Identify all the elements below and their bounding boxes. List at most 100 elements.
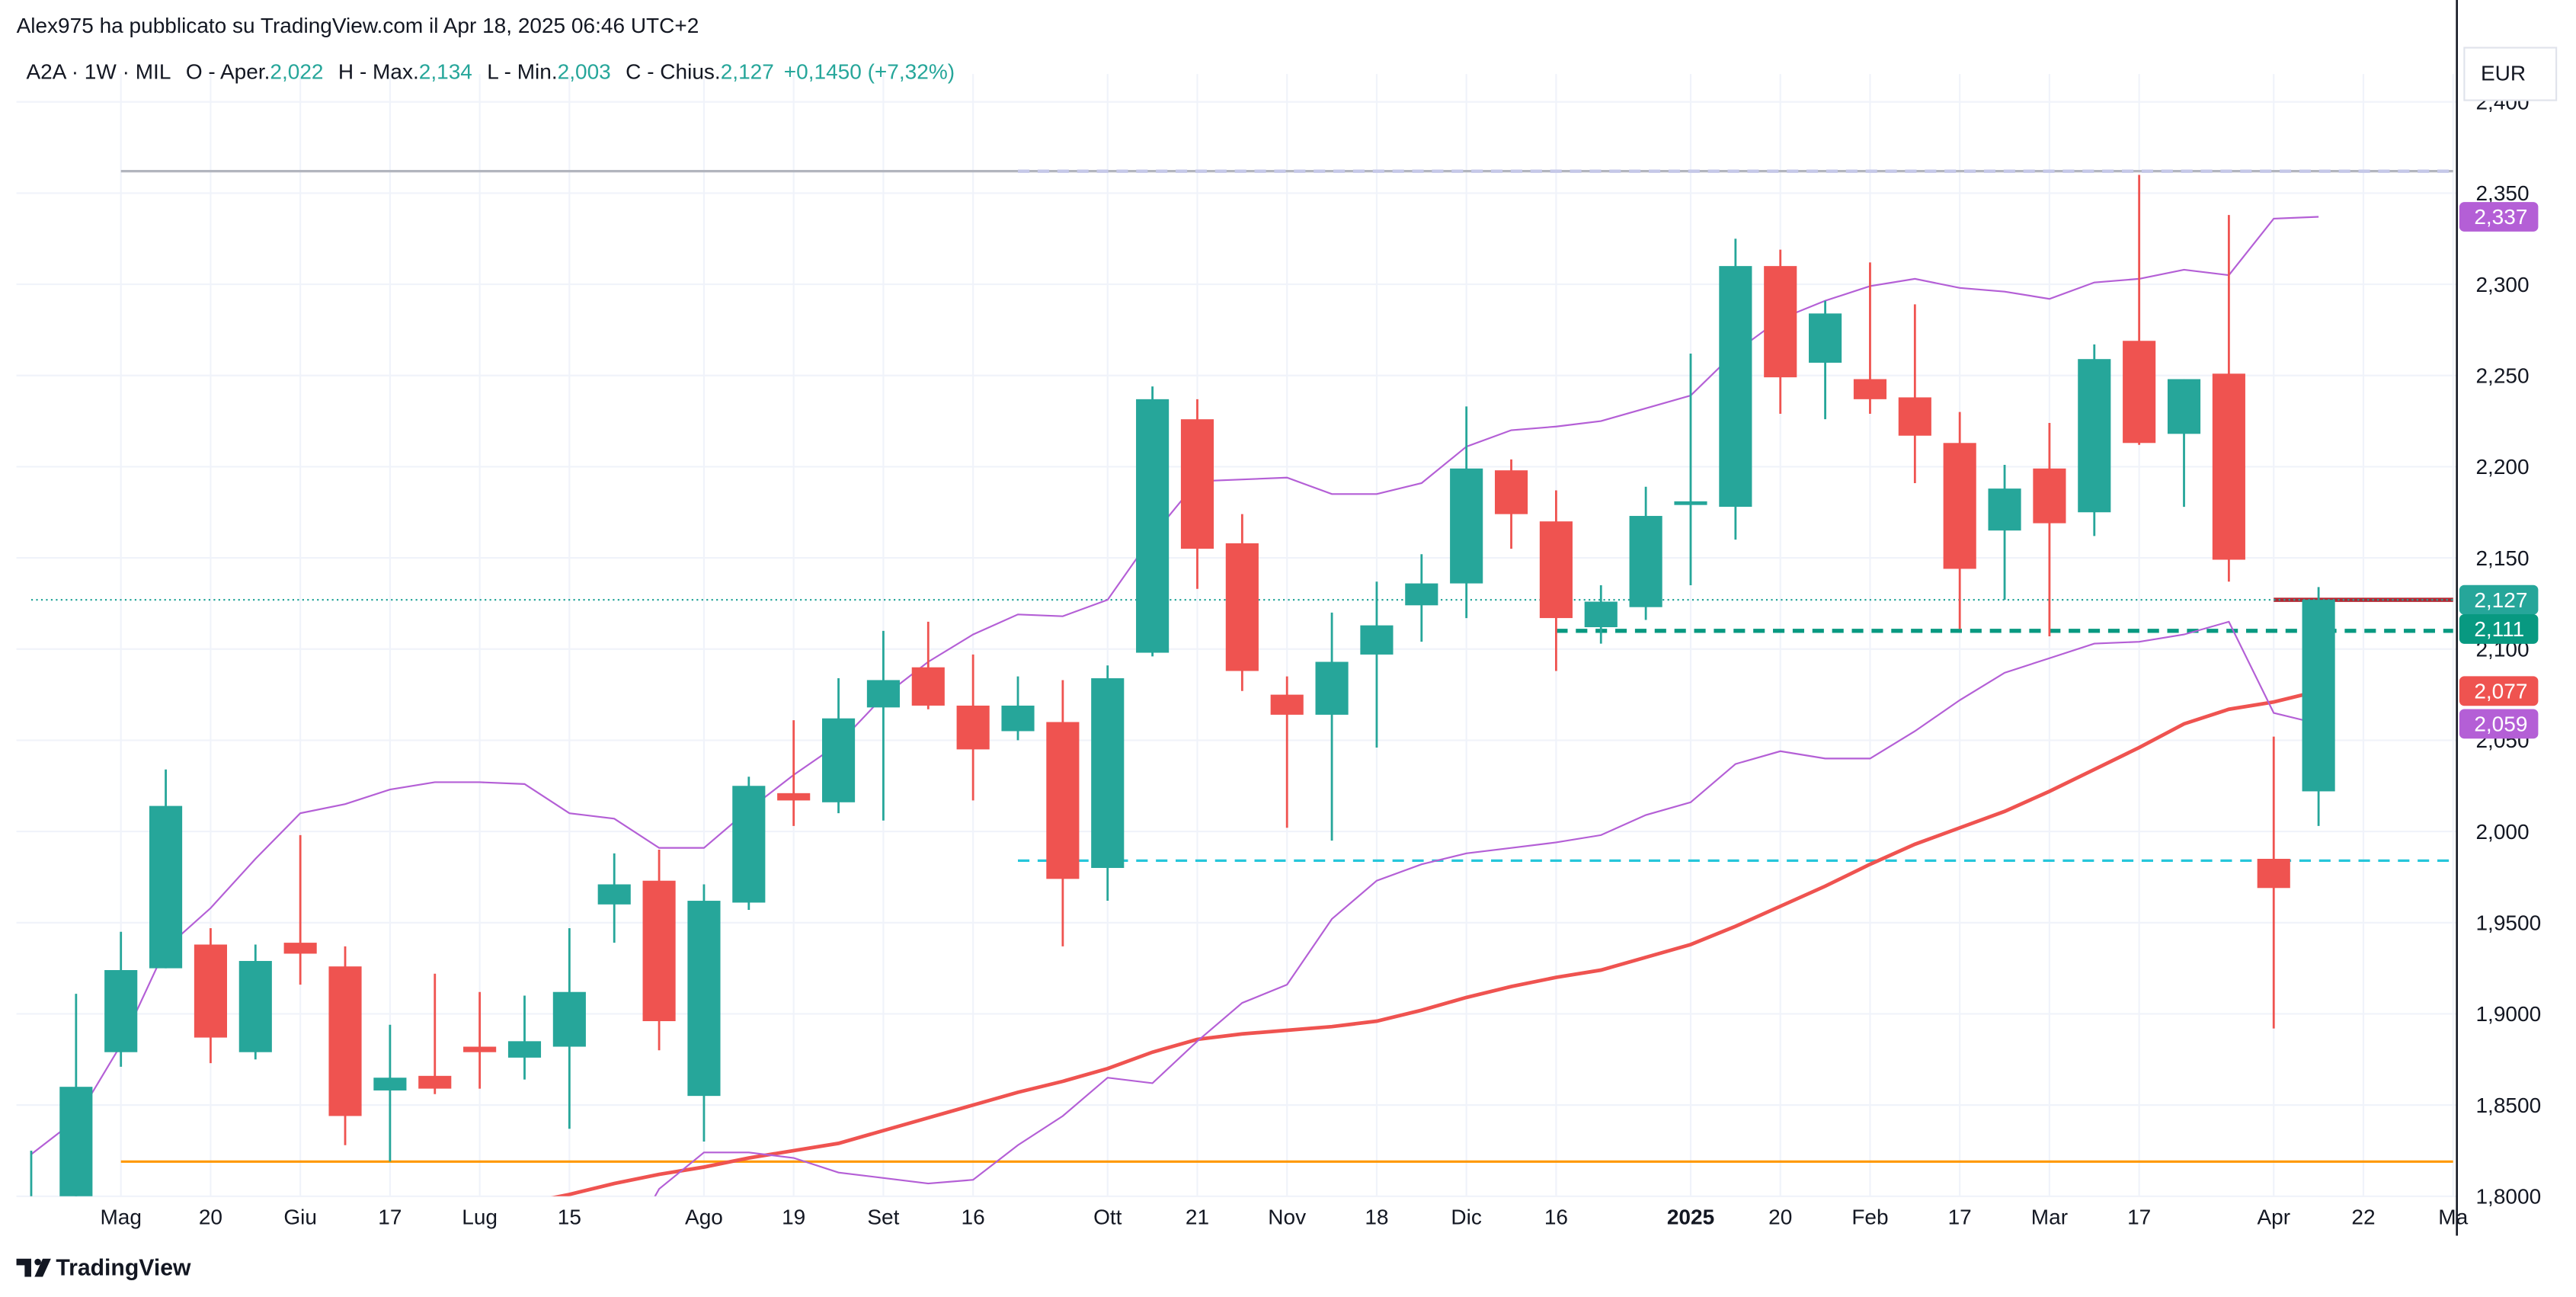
candle-body: [597, 884, 631, 905]
currency-box[interactable]: [2463, 46, 2558, 101]
x-tick-label: Ma: [2438, 1205, 2468, 1228]
header-title: Alex975 ha pubblicato su TradingView.com…: [17, 14, 699, 37]
x-tick-label: 18: [1365, 1205, 1388, 1228]
y-tick-label: 2,000: [2475, 820, 2529, 844]
candle-body: [956, 705, 990, 750]
legend-change: +0,1450 (+7,32%): [784, 60, 955, 84]
legend-close: 2,127: [721, 60, 774, 84]
candle-body: [1180, 419, 1214, 549]
candle-body: [1225, 543, 1259, 671]
x-tick-label: Lug: [462, 1205, 498, 1228]
x-tick-label: 21: [1186, 1205, 1209, 1228]
y-tick-label: 1,8500: [2475, 1094, 2541, 1117]
x-tick-label: 19: [782, 1205, 805, 1228]
price-label-bg: [2459, 709, 2539, 739]
candles: [14, 175, 2335, 1260]
price-label-bg: [2459, 584, 2539, 615]
y-tick-label: 1,8000: [2475, 1184, 2541, 1208]
candle-body: [1270, 694, 1304, 715]
y-tick-label: 2,250: [2475, 363, 2529, 387]
y-tick-label: 2,350: [2475, 181, 2529, 205]
candle-body: [507, 1041, 542, 1058]
candle-body: [1360, 625, 1394, 655]
y-tick-label: 2,200: [2475, 455, 2529, 479]
indicator-line: [551, 689, 2319, 1196]
candle-body: [911, 667, 945, 706]
price-label-bg: [2459, 202, 2539, 232]
candle-body: [2257, 859, 2290, 889]
candle-body: [2033, 468, 2066, 524]
candle-body: [1674, 501, 1707, 505]
x-tick-label: Ott: [1093, 1205, 1122, 1228]
candle-body: [642, 880, 676, 1022]
axes: 2,4002,3502,3002,2502,2002,1502,1002,050…: [100, 90, 2541, 1228]
x-tick-label: 17: [378, 1205, 402, 1228]
x-tick-label: 16: [1544, 1205, 1568, 1228]
candle-body: [2167, 379, 2201, 434]
candle-body: [1629, 516, 1662, 607]
price-label: 2,337: [2474, 205, 2527, 229]
candle-body: [777, 793, 811, 801]
x-tick-label: Apr: [2257, 1205, 2290, 1228]
candle-body: [1764, 266, 1797, 378]
legend-high: 2,134: [419, 60, 472, 84]
candle-body: [1898, 397, 1931, 436]
candle-body: [418, 1075, 452, 1089]
candle-body: [2078, 359, 2111, 513]
x-tick-label: 17: [1948, 1205, 1972, 1228]
x-tick-label: 20: [199, 1205, 222, 1228]
y-tick-label: 2,150: [2475, 546, 2529, 570]
candle-body: [2302, 600, 2335, 792]
candle-body: [1001, 705, 1035, 732]
candle-body: [2123, 341, 2156, 444]
candle-body: [1584, 601, 1618, 628]
legend-high-label: H - Max.: [338, 60, 419, 84]
x-tick-label: 17: [2127, 1205, 2151, 1228]
candle-body: [821, 718, 856, 802]
y-tick-label: 2,300: [2475, 273, 2529, 296]
brand-logo: [16, 1258, 51, 1277]
x-tick-label: 20: [1768, 1205, 1792, 1228]
candle-body: [1405, 583, 1438, 606]
legend-open-label: O - Aper.: [186, 60, 270, 84]
candle-body: [1450, 468, 1483, 584]
legend: A2A · 1W · MIL O - Aper.2,022 H - Max.2,13…: [27, 60, 955, 84]
x-tick-label: 15: [558, 1205, 581, 1228]
candle-body: [552, 991, 586, 1047]
candle-body: [732, 786, 766, 903]
candle-body: [59, 1087, 93, 1196]
price-label-bg: [2459, 676, 2539, 706]
legend-open: 2,022: [270, 60, 323, 84]
candle-body: [687, 901, 721, 1097]
brand: TradingView: [56, 1255, 191, 1280]
candle-body: [1943, 443, 1976, 569]
candle-body: [1853, 379, 1887, 399]
candle-body: [1494, 470, 1528, 514]
candle-body: [1046, 722, 1080, 879]
candle-body: [14, 1215, 47, 1260]
x-tick-label: 22: [2351, 1205, 2375, 1228]
candle-body: [1539, 521, 1573, 619]
price-label: 2,077: [2474, 680, 2527, 703]
x-tick-label: Mar: [2031, 1205, 2068, 1228]
candle-body: [328, 966, 362, 1116]
candle-body: [866, 680, 900, 708]
candle-body: [1315, 661, 1349, 715]
candle-body: [194, 944, 227, 1038]
indicators: [30, 216, 2319, 1196]
candle-body: [1091, 678, 1125, 868]
price-label: 2,111: [2474, 617, 2524, 641]
x-tick-label: 2025: [1667, 1205, 1714, 1228]
candle-body: [104, 969, 138, 1052]
candle-body: [149, 805, 183, 969]
x-tick-label: Feb: [1851, 1205, 1888, 1228]
x-tick-label: Giu: [283, 1205, 317, 1228]
x-tick-label: Mag: [100, 1205, 142, 1228]
legend-low-label: L - Min.: [487, 60, 557, 84]
price-label: 2,059: [2474, 713, 2527, 736]
candle-body: [373, 1078, 407, 1090]
candle-body: [1719, 266, 1752, 508]
y-tick-label: 1,9500: [2475, 911, 2541, 934]
currency[interactable]: EUR: [2481, 62, 2526, 85]
